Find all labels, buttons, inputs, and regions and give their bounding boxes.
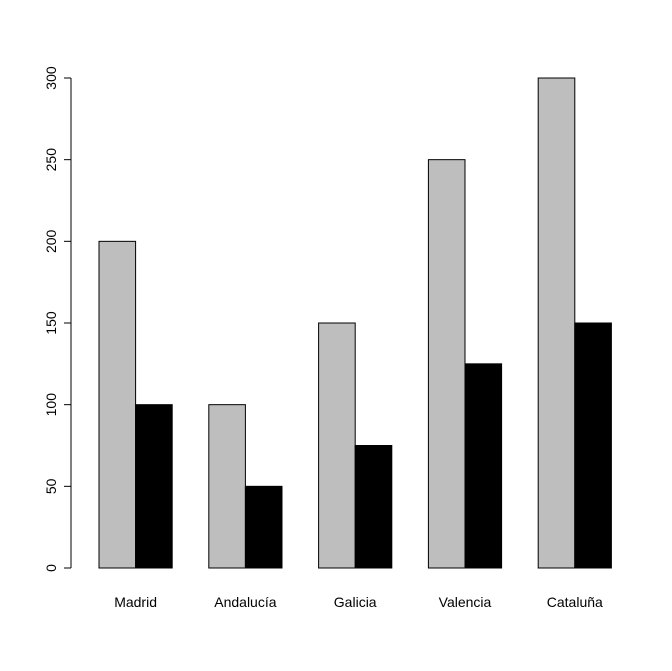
bar-grey-1 <box>208 404 246 569</box>
x-category-label: Madrid <box>114 594 157 610</box>
x-category-label: Valencia <box>439 594 492 610</box>
bar-grey-0 <box>98 240 137 569</box>
y-tick-label: 150 <box>43 311 59 335</box>
bar-black-3 <box>464 363 503 569</box>
x-category-label: Andalucía <box>214 594 276 610</box>
bar-black-1 <box>244 485 283 569</box>
y-tick-label: 50 <box>43 478 59 494</box>
x-category-label: Galicia <box>334 594 377 610</box>
y-tick-label: 100 <box>43 393 59 417</box>
y-tick-label: 250 <box>43 148 59 172</box>
bar-black-0 <box>135 404 173 569</box>
bar-grey-3 <box>427 159 466 569</box>
x-category-label: Cataluña <box>547 594 603 610</box>
bar-black-2 <box>354 445 393 569</box>
y-tick-label: 0 <box>43 564 59 572</box>
bars <box>98 77 612 569</box>
category-labels: Madrid Andalucía Galicia Valencia Cataluña <box>114 594 603 610</box>
y-axis: 0 50 100 150 200 250 300 <box>43 66 72 572</box>
y-tick-label: 300 <box>43 66 59 90</box>
bar-grey-2 <box>318 322 356 569</box>
bar-grey-4 <box>537 77 576 569</box>
y-tick-label: 200 <box>43 229 59 253</box>
bar-black-4 <box>574 322 612 569</box>
